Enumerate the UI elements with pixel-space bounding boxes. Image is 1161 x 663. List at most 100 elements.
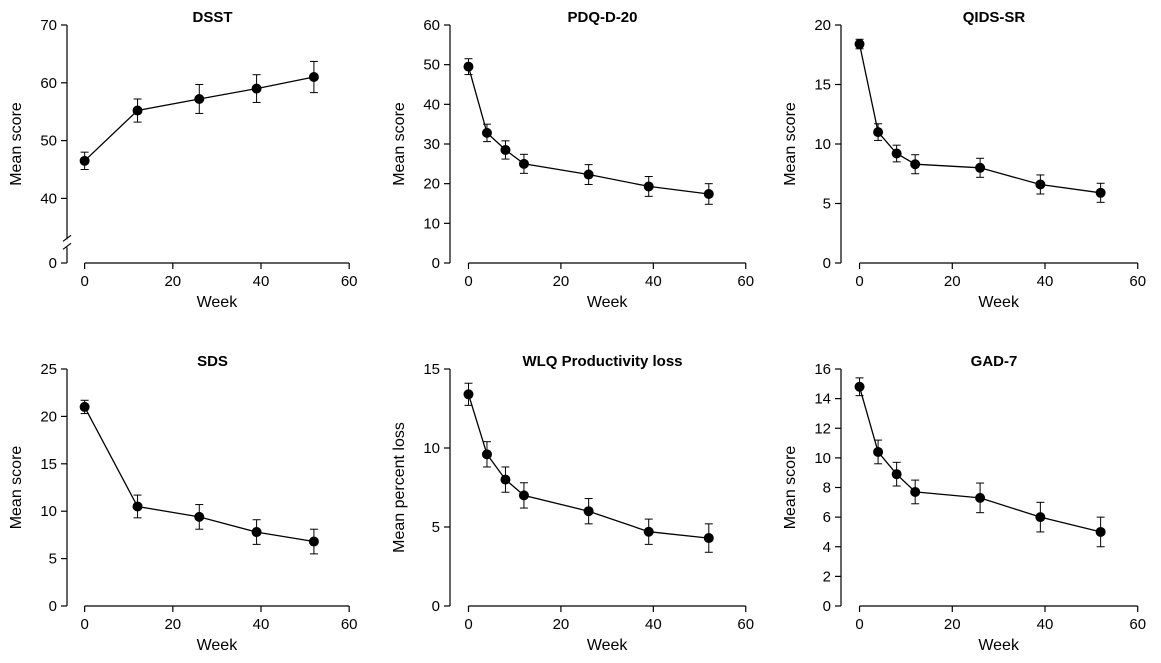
chart-panel-3: QIDS-SR 0 20 40 60 Week 0 5 10 15 20 Mean score bbox=[782, 9, 1146, 311]
x-tick-label: 0 bbox=[464, 273, 472, 290]
y-tick-label: 0 bbox=[432, 598, 440, 615]
chart-panel-2: PDQ-D-20 0 20 40 60 Week 0 10 20 30 40 50 60 Mean sco… bbox=[391, 9, 754, 311]
x-tick-label: 20 bbox=[553, 273, 570, 290]
data-point bbox=[891, 148, 902, 159]
chart-title: GAD-7 bbox=[971, 353, 1018, 370]
y-tick-label: 10 bbox=[40, 503, 57, 520]
y-axis-label: Mean score bbox=[782, 446, 799, 530]
y-tick-label: 0 bbox=[432, 255, 440, 272]
y-tick-label: 5 bbox=[432, 519, 440, 536]
x-tick-label: 60 bbox=[341, 273, 358, 290]
data-point bbox=[132, 105, 143, 116]
chart-title: PDQ-D-20 bbox=[567, 9, 637, 26]
data-point bbox=[910, 486, 921, 497]
y-tick-label: 20 bbox=[814, 17, 831, 34]
data-point bbox=[643, 526, 654, 537]
data-point bbox=[975, 162, 986, 173]
x-tick-label: 20 bbox=[944, 273, 961, 290]
y-axis-label: Mean score bbox=[782, 102, 799, 186]
data-point bbox=[463, 61, 474, 72]
data-point bbox=[518, 490, 529, 501]
y-tick-label: 4 bbox=[823, 539, 831, 556]
x-axis-label: Week bbox=[587, 294, 629, 311]
data-point bbox=[854, 39, 865, 50]
data-point bbox=[518, 158, 529, 169]
data-point bbox=[703, 533, 714, 544]
y-tick-label: 8 bbox=[823, 480, 831, 497]
x-tick-label: 60 bbox=[1129, 273, 1146, 290]
y-tick-label: 10 bbox=[423, 215, 440, 232]
data-point bbox=[308, 72, 319, 83]
y-tick-label: 5 bbox=[823, 196, 831, 213]
x-tick-label: 40 bbox=[645, 273, 662, 290]
y-tick-label: 25 bbox=[40, 361, 57, 378]
data-point bbox=[643, 181, 654, 192]
y-tick-label: 15 bbox=[814, 77, 831, 94]
chart-panel-4: SDS 0 20 40 60 Week 0 5 10 15 20 25 Mean score bbox=[8, 353, 358, 654]
y-tick-label: 10 bbox=[814, 136, 831, 153]
y-tick-label: 20 bbox=[40, 408, 57, 425]
chart-panel-1: DSST 0 20 40 60 Week 0 40 50 60 70 Mean score bbox=[8, 9, 358, 311]
data-point bbox=[583, 506, 594, 517]
x-tick-label: 0 bbox=[464, 616, 472, 633]
y-tick-label: 2 bbox=[823, 568, 831, 585]
data-point bbox=[251, 527, 262, 538]
y-axis-label: Mean score bbox=[8, 446, 25, 530]
data-point bbox=[308, 536, 319, 547]
data-point bbox=[1035, 179, 1046, 190]
data-point bbox=[1095, 187, 1106, 198]
y-tick-label: 70 bbox=[40, 17, 57, 34]
data-point bbox=[873, 446, 884, 457]
y-axis-label: Mean score bbox=[391, 102, 408, 186]
y-tick-label: 10 bbox=[423, 440, 440, 457]
y-tick-label: 5 bbox=[49, 551, 57, 568]
data-point bbox=[79, 401, 90, 412]
data-point bbox=[79, 155, 90, 166]
chart-title: WLQ Productivity loss bbox=[522, 353, 682, 370]
y-tick-label: 20 bbox=[423, 176, 440, 193]
data-point bbox=[1035, 512, 1046, 523]
data-point bbox=[463, 389, 474, 400]
y-axis-label: Mean score bbox=[8, 102, 25, 186]
x-tick-label: 0 bbox=[80, 616, 88, 633]
chart-panel-5: WLQ Productivity loss 0 20 40 60 Week 0 5 10 15 Me… bbox=[391, 353, 754, 654]
x-tick-label: 0 bbox=[855, 616, 863, 633]
data-point bbox=[975, 492, 986, 503]
data-point bbox=[703, 188, 714, 199]
y-tick-label: 12 bbox=[814, 420, 831, 437]
x-tick-label: 20 bbox=[164, 273, 181, 290]
y-tick-label: 40 bbox=[40, 190, 57, 207]
data-point bbox=[194, 511, 205, 522]
x-axis-label: Week bbox=[197, 637, 239, 654]
y-tick-label: 6 bbox=[823, 509, 831, 526]
x-tick-label: 20 bbox=[164, 616, 181, 633]
y-tick-label: 60 bbox=[423, 17, 440, 34]
axis-break-mark bbox=[62, 242, 72, 250]
y-tick-label: 10 bbox=[814, 450, 831, 467]
y-tick-label: 50 bbox=[423, 57, 440, 74]
x-tick-label: 40 bbox=[1037, 616, 1054, 633]
chart-title: DSST bbox=[192, 9, 232, 26]
chart-title: QIDS-SR bbox=[963, 9, 1026, 26]
y-tick-label: 16 bbox=[814, 361, 831, 378]
data-point bbox=[500, 474, 511, 485]
data-point bbox=[251, 83, 262, 94]
x-tick-label: 20 bbox=[944, 616, 961, 633]
x-tick-label: 60 bbox=[737, 273, 754, 290]
data-point bbox=[854, 381, 865, 392]
y-tick-label: 0 bbox=[823, 255, 831, 272]
y-tick-label: 50 bbox=[40, 133, 57, 150]
x-tick-label: 20 bbox=[553, 616, 570, 633]
y-tick-label: 15 bbox=[40, 456, 57, 473]
data-point bbox=[910, 159, 921, 170]
axis-break-mark bbox=[62, 234, 72, 242]
data-point bbox=[481, 449, 492, 460]
x-tick-label: 0 bbox=[855, 273, 863, 290]
x-tick-label: 40 bbox=[645, 616, 662, 633]
y-tick-label: 40 bbox=[423, 96, 440, 113]
x-tick-label: 60 bbox=[737, 616, 754, 633]
y-tick-label: 0 bbox=[823, 598, 831, 615]
x-tick-label: 40 bbox=[253, 273, 270, 290]
y-tick-label: 14 bbox=[814, 391, 831, 408]
